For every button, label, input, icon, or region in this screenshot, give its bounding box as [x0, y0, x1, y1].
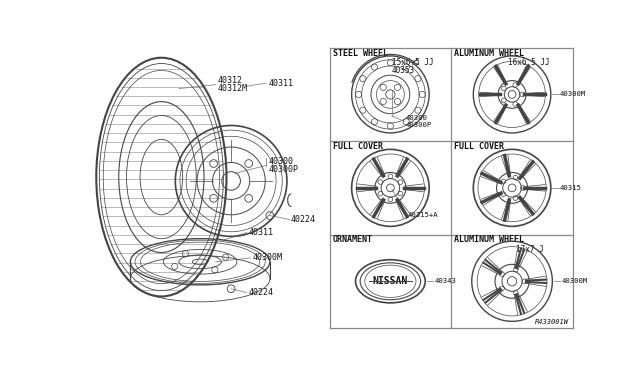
Text: 40224: 40224: [291, 215, 316, 224]
Text: 40311: 40311: [268, 78, 293, 88]
Text: 40311: 40311: [249, 228, 274, 237]
Text: 40300M: 40300M: [562, 278, 588, 284]
Text: 40300: 40300: [268, 157, 293, 166]
Text: 40353: 40353: [392, 66, 415, 75]
Text: 40300: 40300: [406, 115, 428, 121]
Text: NISSAN: NISSAN: [372, 276, 408, 286]
Text: STEEL WHEEL: STEEL WHEEL: [333, 49, 388, 58]
Text: ALUMINUM WHEEL: ALUMINUM WHEEL: [454, 49, 524, 58]
Text: 40315: 40315: [560, 185, 582, 191]
Text: ALUMINUM WHEEL: ALUMINUM WHEEL: [454, 235, 524, 244]
Text: FULL COVER: FULL COVER: [454, 142, 504, 151]
Text: 40315+A: 40315+A: [408, 212, 438, 218]
Text: 40300M: 40300M: [253, 253, 283, 262]
Text: 40312: 40312: [218, 76, 243, 85]
Text: 40312M: 40312M: [218, 84, 248, 93]
Text: ORNAMENT: ORNAMENT: [333, 235, 372, 244]
Text: 40224: 40224: [249, 288, 274, 297]
Text: 15x6.5 JJ: 15x6.5 JJ: [392, 58, 433, 67]
Text: 40343: 40343: [435, 278, 456, 284]
Text: 40300P: 40300P: [268, 165, 298, 174]
Text: 16x6.5 JJ: 16x6.5 JJ: [508, 58, 550, 67]
Text: 17x7 J: 17x7 J: [516, 245, 544, 254]
Text: R433001W: R433001W: [535, 319, 569, 325]
Text: 40300M: 40300M: [560, 92, 586, 97]
Text: 40300P: 40300P: [406, 122, 432, 128]
Text: FULL COVER: FULL COVER: [333, 142, 383, 151]
